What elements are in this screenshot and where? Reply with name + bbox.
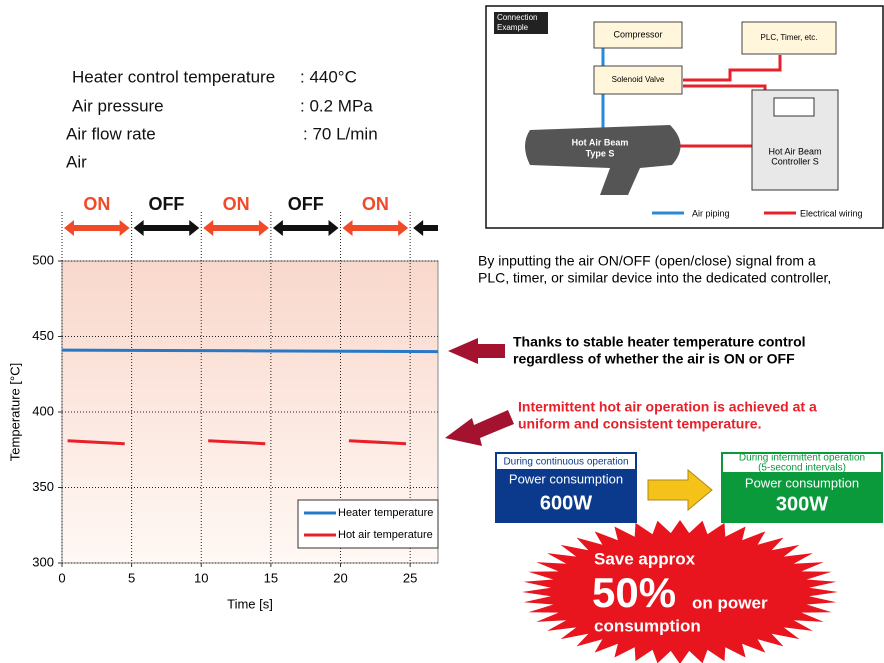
y-tick-label: 450 [32, 328, 54, 343]
phase-arrow [203, 220, 269, 236]
power-caption: During continuous operation [503, 457, 628, 468]
wiring [670, 55, 782, 148]
series-line [61, 348, 439, 354]
phase-arrow [133, 220, 200, 236]
power-caption: During intermittent operation [739, 453, 865, 464]
controller-display [773, 97, 815, 117]
y-tick-label: 400 [32, 403, 54, 418]
node-label: Hot Air Beam [572, 137, 629, 147]
legend-label: Air piping [692, 208, 730, 218]
note-arrow [448, 338, 505, 364]
node [593, 65, 683, 95]
legend-label: Heater temperature [338, 507, 433, 519]
node-label: Type S [586, 148, 615, 158]
description: By inputting the air ON/OFF (open/close)… [478, 253, 816, 269]
note: Intermittent hot air operation is achiev… [518, 399, 817, 415]
diagram-title-bg [494, 12, 548, 34]
note: uniform and consistent temperature. [518, 416, 761, 432]
condition-label: Air flow rate [66, 124, 156, 143]
savings-end: consumption [594, 616, 701, 635]
compare-arrow [647, 468, 713, 512]
node [741, 21, 837, 55]
x-tick-label: 20 [333, 570, 347, 585]
phase-label: ON [223, 194, 250, 214]
phase-label: ON [83, 194, 110, 214]
node [593, 21, 683, 49]
beam-shape [525, 125, 681, 195]
node-label: Hot Air Beam [768, 146, 821, 156]
condition-value: : 70 L/min [303, 124, 378, 143]
chart: 300 350 400 450 500 0 5 10 15 20 25 Time [s] Tempera… [7, 194, 439, 611]
condition-value: : 440°C [300, 67, 357, 86]
node-label: Solenoid Valve [612, 75, 665, 84]
phase-arrow [64, 220, 130, 236]
y-tick-label: 350 [32, 479, 54, 494]
x-tick-label: 15 [264, 570, 278, 585]
power-value: 300W [776, 493, 828, 515]
x-tick-label: 5 [128, 570, 135, 585]
phase-arrow [342, 220, 409, 236]
power-value: 600W [540, 492, 592, 514]
condition-label: Air pressure [72, 96, 164, 115]
phase-label: ON [362, 194, 389, 214]
phase-label: OFF [148, 194, 184, 214]
condition-value: : 0.2 MPa [300, 96, 373, 115]
x-axis-label: Time [s] [227, 596, 273, 611]
description: PLC, timer, or similar device into the d… [478, 270, 831, 286]
starburst [522, 520, 838, 663]
condition-label: Air [66, 152, 87, 171]
savings-tail: on power [692, 593, 768, 612]
phase-label: OFF [288, 194, 324, 214]
legend-label: Electrical wiring [800, 208, 863, 218]
connection-diagram: Connection Example Compressor Solenoid V… [485, 5, 884, 229]
savings-lead: Save approx [594, 549, 696, 568]
condition-label: Heater control temperature [72, 67, 275, 86]
y-axis-label: Temperature [°C] [7, 363, 22, 461]
power-caption-bg [723, 454, 881, 472]
diagram-title: Example [497, 23, 529, 32]
legend-box [297, 499, 439, 549]
power-label: Power consumption [745, 475, 859, 490]
power-label: Power consumption [509, 471, 623, 486]
note-arrow [445, 410, 514, 446]
conditions: Heater control temperature : 440°C Air p… [66, 67, 378, 171]
x-tick-label: 0 [58, 570, 65, 585]
series-line [67, 439, 407, 446]
y-tick-label: 500 [32, 252, 54, 267]
phase-arrow [272, 220, 339, 236]
note: regardless of whether the air is ON or O… [513, 351, 795, 367]
node-label: Controller S [771, 156, 819, 166]
node-label: PLC, Timer, etc. [761, 33, 818, 42]
savings-value: 50% [592, 569, 676, 616]
x-tick-label: 25 [403, 570, 417, 585]
note: Thanks to stable heater temperature cont… [513, 334, 806, 350]
node-label: Compressor [613, 29, 662, 39]
power-caption: (5-second intervals) [758, 463, 846, 474]
y-tick-label: 300 [32, 554, 54, 569]
legend-label: Hot air temperature [338, 529, 433, 541]
phase-arrow [413, 220, 438, 236]
power-caption-bg [497, 454, 635, 469]
diagram-title: Connection [497, 13, 537, 22]
x-tick-label: 10 [194, 570, 208, 585]
